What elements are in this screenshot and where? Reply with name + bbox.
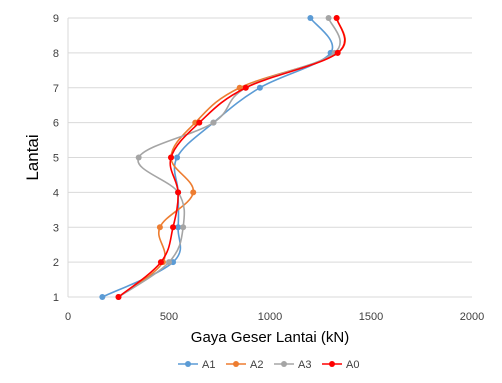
legend-label-A1: A1 xyxy=(202,359,215,371)
x-tick-label-1500: 1500 xyxy=(359,311,383,323)
legend-swatch-marker-A2 xyxy=(233,361,239,367)
series-layer xyxy=(99,15,346,300)
x-axis-title: Gaya Geser Lantai (kN) xyxy=(191,329,349,346)
x-tick-label-2000: 2000 xyxy=(460,311,484,323)
data-point-A0-lantai-2 xyxy=(157,259,164,266)
y-tick-label-8: 8 xyxy=(53,48,59,60)
legend: A1 A2 A3 A0 xyxy=(178,359,359,371)
y-tick-label-2: 2 xyxy=(53,257,59,269)
x-tick-label-500: 500 xyxy=(160,311,178,323)
tick-layer: 1 2 3 4 5 6 7 8 9 0 500 1000 1500 2000 xyxy=(53,13,484,323)
data-point-A1-lantai-3 xyxy=(175,224,182,231)
y-tick-label-1: 1 xyxy=(53,292,59,304)
data-point-A1-lantai-9 xyxy=(307,15,314,21)
data-point-A2-lantai-3 xyxy=(156,224,163,231)
data-point-A0-lantai-1 xyxy=(115,294,122,300)
y-axis-title: Lantai xyxy=(23,134,42,180)
legend-label-A3: A3 xyxy=(298,359,311,371)
data-point-A0-lantai-8 xyxy=(334,49,341,56)
legend-item-A1: A1 xyxy=(178,359,215,371)
data-point-A3-lantai-3 xyxy=(180,224,187,231)
y-tick-label-3: 3 xyxy=(53,222,59,234)
data-point-A3-lantai-5 xyxy=(135,154,142,161)
data-point-A0-lantai-7 xyxy=(242,84,249,91)
data-point-A1-lantai-7 xyxy=(256,84,263,91)
data-point-A2-lantai-4 xyxy=(190,189,197,196)
legend-item-A2: A2 xyxy=(226,359,263,371)
y-tick-label-9: 9 xyxy=(53,13,59,25)
data-point-A3-lantai-6 xyxy=(210,119,217,126)
y-tick-label-4: 4 xyxy=(53,187,59,199)
grid-layer xyxy=(68,17,472,298)
data-point-A0-lantai-5 xyxy=(168,154,175,161)
data-point-A0-lantai-4 xyxy=(175,189,182,196)
y-tick-label-6: 6 xyxy=(53,118,59,130)
y-tick-label-7: 7 xyxy=(53,83,59,95)
legend-item-A3: A3 xyxy=(274,359,311,371)
legend-label-A0: A0 xyxy=(346,359,359,371)
legend-item-A0: A0 xyxy=(322,359,359,371)
y-tick-label-5: 5 xyxy=(53,153,59,165)
legend-swatch-marker-A1 xyxy=(185,361,191,367)
data-point-A0-lantai-3 xyxy=(170,224,177,231)
data-point-A1-lantai-5 xyxy=(174,154,181,161)
legend-swatch-marker-A3 xyxy=(281,361,287,367)
data-point-A0-lantai-9 xyxy=(333,15,340,21)
data-point-A0-lantai-6 xyxy=(196,119,203,126)
x-tick-label-0: 0 xyxy=(65,311,71,323)
legend-swatch-marker-A0 xyxy=(329,361,335,367)
legend-label-A2: A2 xyxy=(250,359,263,371)
x-tick-label-1000: 1000 xyxy=(258,311,282,323)
data-point-A1-lantai-1 xyxy=(99,294,106,300)
data-point-A3-lantai-9 xyxy=(325,15,332,21)
data-point-A3-lantai-2 xyxy=(166,259,172,266)
series-A0 xyxy=(115,15,346,300)
